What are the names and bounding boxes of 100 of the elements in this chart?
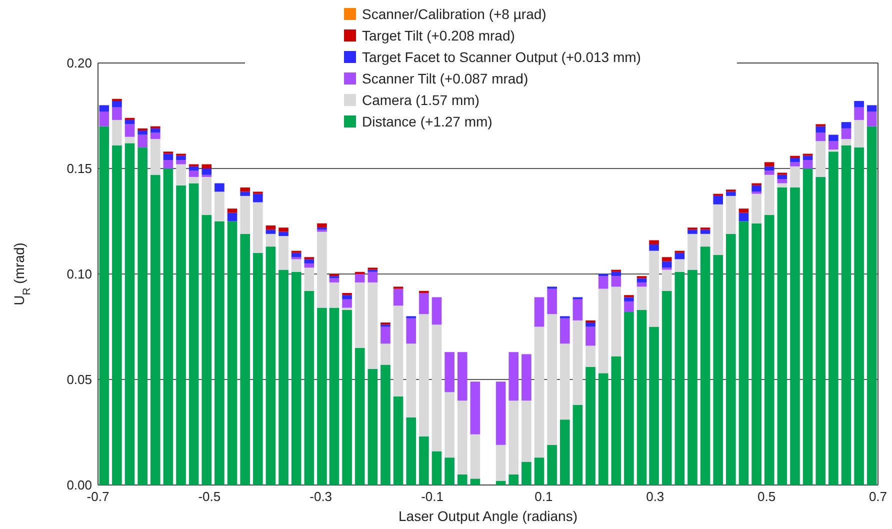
bar bbox=[586, 326, 596, 346]
bar bbox=[752, 194, 762, 224]
bar bbox=[150, 132, 160, 139]
bar bbox=[662, 257, 672, 262]
bar bbox=[674, 272, 685, 485]
bar bbox=[112, 120, 122, 146]
bar bbox=[764, 166, 774, 171]
legend-label: Distance (+1.27 mm) bbox=[362, 114, 492, 130]
bar bbox=[266, 225, 276, 230]
bar bbox=[150, 174, 160, 485]
legend-label: Scanner Tilt (+0.087 mrad) bbox=[362, 70, 528, 86]
bar bbox=[624, 297, 634, 302]
bar bbox=[752, 223, 762, 485]
bar bbox=[572, 299, 583, 320]
bar bbox=[828, 152, 838, 485]
bar bbox=[700, 234, 710, 247]
bar bbox=[854, 147, 864, 485]
y-tick-label: 0.05 bbox=[66, 372, 92, 388]
bar bbox=[227, 208, 238, 213]
bar bbox=[790, 162, 800, 166]
bar bbox=[342, 310, 352, 485]
bar bbox=[393, 396, 404, 485]
bar bbox=[419, 292, 429, 314]
bar bbox=[636, 310, 647, 485]
bar bbox=[713, 255, 724, 485]
bar bbox=[560, 344, 570, 420]
bar bbox=[802, 160, 813, 168]
bar bbox=[534, 326, 544, 458]
bar bbox=[700, 246, 710, 485]
bar bbox=[163, 168, 174, 485]
bar bbox=[713, 196, 724, 204]
bar bbox=[432, 451, 442, 485]
bar bbox=[522, 400, 532, 462]
bar bbox=[726, 234, 736, 485]
bar bbox=[777, 183, 788, 188]
bar bbox=[444, 352, 454, 392]
bar bbox=[624, 301, 634, 312]
bar bbox=[611, 276, 622, 287]
bar bbox=[406, 417, 416, 485]
bar bbox=[419, 314, 429, 436]
bar bbox=[214, 221, 224, 485]
bar bbox=[828, 141, 838, 150]
bar bbox=[112, 107, 122, 120]
bar bbox=[586, 320, 596, 323]
bar bbox=[304, 268, 314, 291]
bar bbox=[202, 176, 212, 215]
bar bbox=[457, 352, 468, 401]
x-tick-label: 0.7 bbox=[868, 489, 888, 504]
legend-label: Camera (1.57 mm) bbox=[362, 92, 480, 108]
bar bbox=[572, 404, 583, 485]
bar bbox=[240, 187, 250, 192]
bar bbox=[586, 366, 596, 485]
bar bbox=[393, 306, 404, 396]
bar bbox=[138, 130, 148, 135]
bar bbox=[354, 282, 365, 348]
x-tick-label: 0.1 bbox=[534, 489, 553, 504]
bar bbox=[522, 462, 532, 485]
bar bbox=[406, 344, 416, 418]
bar bbox=[662, 290, 672, 485]
bar bbox=[547, 288, 557, 314]
bar bbox=[636, 286, 647, 310]
bar bbox=[317, 308, 327, 485]
bar bbox=[138, 128, 148, 131]
bar bbox=[150, 128, 160, 133]
bar bbox=[354, 348, 365, 485]
bar bbox=[252, 194, 263, 202]
bar bbox=[816, 126, 826, 133]
bar bbox=[854, 100, 864, 108]
bar bbox=[432, 324, 442, 452]
bar bbox=[150, 138, 160, 175]
bar bbox=[764, 170, 774, 175]
bar bbox=[112, 100, 122, 108]
bar bbox=[240, 196, 250, 234]
bar bbox=[802, 168, 813, 485]
bar bbox=[227, 221, 238, 485]
bar bbox=[790, 187, 800, 485]
bar bbox=[188, 183, 199, 485]
bar bbox=[611, 356, 622, 485]
bar bbox=[866, 126, 877, 485]
bar bbox=[649, 240, 659, 244]
bar bbox=[138, 134, 148, 148]
bar bbox=[202, 164, 212, 168]
bar bbox=[649, 250, 659, 327]
bar bbox=[674, 259, 685, 272]
bar bbox=[304, 290, 314, 485]
bar bbox=[508, 352, 519, 401]
bar bbox=[291, 252, 302, 258]
bar bbox=[738, 212, 749, 222]
x-tick-label: 0.5 bbox=[758, 489, 776, 504]
bar bbox=[240, 192, 250, 196]
bar bbox=[354, 274, 365, 282]
bar bbox=[854, 120, 864, 148]
bar bbox=[317, 223, 327, 228]
bar bbox=[777, 179, 788, 184]
x-axis-title: Laser Output Angle (radians) bbox=[398, 508, 578, 524]
y-tick-label: 0.20 bbox=[66, 56, 92, 71]
bar bbox=[777, 187, 788, 485]
bar bbox=[764, 214, 774, 485]
x-tick-label: 0.3 bbox=[646, 489, 664, 504]
bar bbox=[586, 322, 596, 327]
